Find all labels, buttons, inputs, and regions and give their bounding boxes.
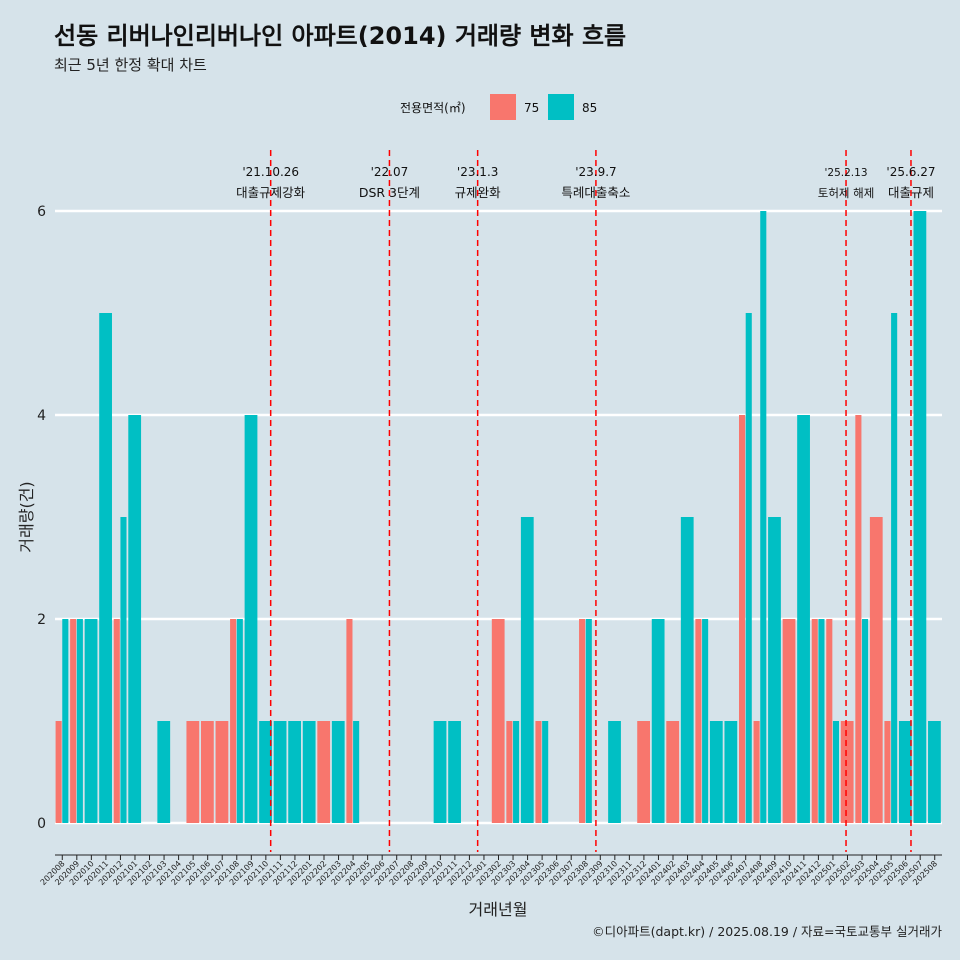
legend: 전용면적(㎡) 75 85 [400,94,597,120]
y-axis-label: 거래량(건) [17,481,36,552]
bar-85-202501 [832,721,840,823]
bar-85-202110 [259,721,272,823]
bar-85-202103 [157,721,171,823]
bar-85-202211 [448,721,461,823]
x-axis: 2020082020092020102020112020122021012021… [39,854,942,887]
bar-85-202305 [542,721,549,823]
event-label: 대출규제강화 [236,185,306,200]
bar-85-202012 [120,517,127,823]
bar-75-202107 [215,721,229,823]
legend-swatch-75 [490,94,516,120]
bar-75-202303 [506,721,513,823]
bar-85-202508 [928,721,941,823]
legend-label-85: 85 [582,101,597,115]
bar-75-202503 [855,415,862,823]
annotations: '21.10.26 대출규제강화 '22.07 DSR 3단계 '23.1.3 규제완화 '… [236,150,936,852]
bar-75-202308 [579,619,586,823]
caption: ©디아파트(dapt.kr) / 2025.08.19 / 자료=국토교통부 실… [592,924,942,939]
event-label: 대출규제 [888,185,934,200]
bar-75-202202 [317,721,331,823]
bar-85-202109 [244,415,258,823]
bars [55,211,941,823]
bar-85-202010 [84,619,98,823]
bar-85-202204 [353,721,360,823]
bar-75-202407 [739,415,746,823]
event-label: DSR 3단계 [359,185,420,200]
bar-75-202404 [695,619,702,823]
y-tick-label: 6 [37,204,46,220]
bar-85-202308 [585,619,592,823]
event-date: '25.6.27 [886,165,935,179]
event-label: 토허제 해제 [818,186,875,200]
event-label: 특례대출축소 [561,185,630,200]
bar-85-202304 [520,517,534,823]
event-date: '23.9.7 [575,165,616,179]
bar-85-202503 [862,619,869,823]
bar-85-202507 [913,211,927,823]
bar-85-202112 [288,721,302,823]
bar-85-202409 [768,517,781,823]
bar-85-202303 [513,721,520,823]
bar-85-202408 [760,211,767,823]
bar-75-202402 [666,721,680,823]
bar-85-202406 [724,721,738,823]
bar-75-202412 [811,619,818,823]
event-date: '21.10.26 [242,165,299,179]
bar-75-202410 [782,619,796,823]
bar-75-202504 [869,517,883,823]
bar-85-202310 [608,721,621,823]
bar-75-202501 [826,619,833,823]
y-tick-label: 2 [37,612,46,628]
legend-swatch-85 [548,94,574,120]
bar-85-202412 [818,619,825,823]
event-date: '22.07 [371,165,409,179]
bar-75-202105 [186,721,200,823]
bar-75-202312 [637,721,650,823]
legend-label-75: 75 [524,101,539,115]
bar-85-202404 [702,619,709,823]
bar-85-202403 [680,517,694,823]
bar-75-202009 [70,619,77,823]
bar-75-202408 [753,721,760,823]
bar-85-202505 [891,313,898,823]
x-axis-label: 거래년월 [469,900,528,919]
bar-85-202405 [709,721,723,823]
bar-75-202008 [55,721,62,823]
bar-85-202201 [302,721,316,823]
bar-75-202502 [840,721,854,823]
bar-75-202505 [884,721,891,823]
chart-title: 선동 리버나인리버나인 아파트(2014) 거래량 변화 흐름 [54,22,626,50]
bar-85-202008 [62,619,69,823]
event-label: 규제완화 [455,185,502,200]
bar-75-202302 [491,619,505,823]
bar-75-202106 [200,721,214,823]
legend-title: 전용면적(㎡) [400,101,466,115]
bar-75-202108 [230,619,237,823]
bar-85-202011 [99,313,112,823]
bar-85-202111 [273,721,287,823]
bar-75-202012 [113,619,120,823]
y-axis: 0 2 4 6 [37,204,46,832]
y-tick-label: 0 [37,816,46,832]
event-date: '25.2.13 [825,167,868,179]
bar-85-202506 [898,721,912,823]
y-tick-label: 4 [37,408,46,424]
bar-75-202305 [535,721,542,823]
bar-85-202101 [128,415,142,823]
bar-85-202108 [236,619,243,823]
event-date: '23.1.3 [457,165,498,179]
bar-85-202411 [797,415,810,823]
bar-85-202407 [745,313,752,823]
bar-85-202401 [651,619,665,823]
chart-subtitle: 최근 5년 한정 확대 차트 [54,56,207,74]
bar-85-202009 [76,619,83,823]
bar-75-202204 [346,619,353,823]
bar-85-202203 [331,721,345,823]
bar-85-202210 [433,721,447,823]
